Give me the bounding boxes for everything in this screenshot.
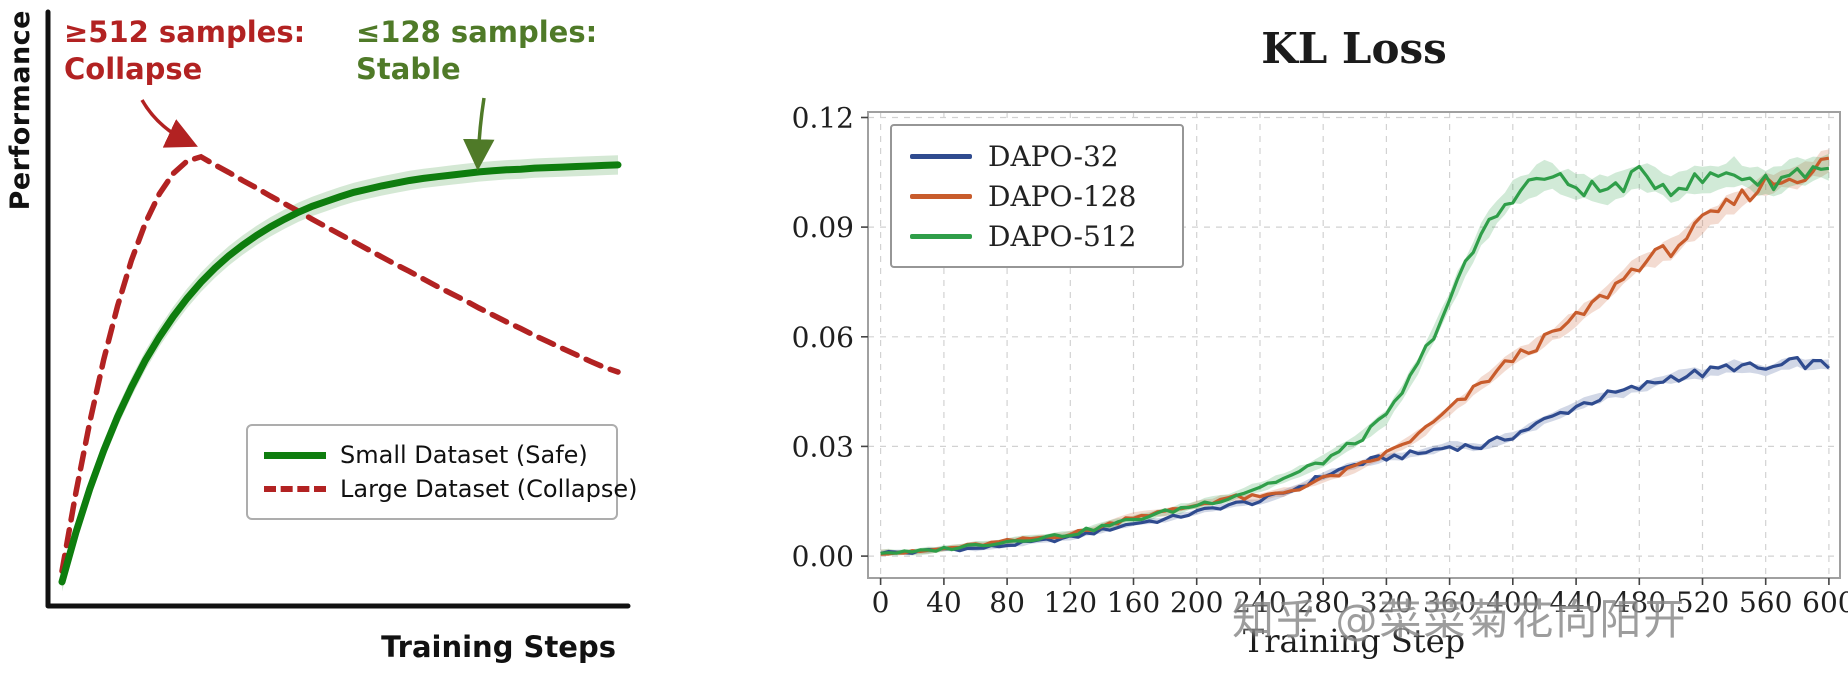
legend-line-sample-solid-green-icon: [264, 451, 326, 459]
line-DAPO-32: [880, 356, 1831, 556]
right-chart-svg: 0 40 80 120 160 200 240 280 320 360 400 440 480 520 56…: [792, 102, 1848, 620]
x-tick-label: 200: [1170, 586, 1223, 619]
x-tick-label: 560: [1739, 586, 1792, 619]
left-y-axis-label-text: Performance: [4, 10, 36, 211]
annotation-stable-line1: ≤128 samples:: [356, 15, 598, 49]
left-chart-panel: Performance ≥512 samples: Collapse ≤128 …: [0, 0, 650, 674]
x-tick-label: 40: [926, 586, 962, 619]
large-dataset-line: [59, 153, 621, 574]
legend-row-dapo-128: DAPO-128: [892, 176, 1182, 216]
left-x-axis-label: Training Steps: [381, 630, 616, 664]
small-dataset-line: [58, 161, 622, 586]
x-tick-label: 400: [1486, 586, 1539, 619]
right-chart-title: KL Loss: [1261, 24, 1447, 73]
watermark: 知乎 @菜菜菊花向阳开: [1232, 595, 1688, 644]
x-tick-label: 0: [872, 586, 890, 619]
y-tick-label: 0.12: [792, 102, 854, 135]
y-tick-label: 0.06: [792, 321, 854, 354]
right-legend: DAPO-32 DAPO-128 DAPO-512: [890, 124, 1184, 268]
collapse-arrow-icon: [140, 99, 198, 148]
legend-label-dapo-512: DAPO-512: [988, 219, 1137, 253]
annotation-collapse-line1: ≥512 samples:: [64, 15, 306, 49]
small-dataset-band: [62, 155, 618, 592]
x-tick-label: 480: [1613, 586, 1666, 619]
legend-line-sample-blue-icon: [910, 153, 972, 159]
annotation-collapse-line2: Collapse: [64, 52, 203, 87]
right-x-axis-label: Training Step: [1242, 622, 1466, 660]
left-chart-svg: [45, 9, 631, 609]
x-tick-label: 280: [1296, 586, 1349, 619]
band-DAPO-32: [880, 357, 1829, 555]
legend-row-dapo-32: DAPO-32: [892, 136, 1182, 176]
x-tick-label: 360: [1423, 586, 1476, 619]
left-axes: [45, 9, 631, 609]
x-tick-label: 120: [1044, 586, 1097, 619]
legend-label-small-dataset: Small Dataset (Safe): [340, 441, 588, 469]
legend-line-sample-orange-icon: [910, 193, 972, 199]
legend-row-dapo-512: DAPO-512: [892, 216, 1182, 256]
y-tick-label: 0.00: [792, 540, 854, 573]
annotation-stable: ≤128 samples: Stable: [356, 14, 597, 88]
x-tick-label: 600: [1802, 586, 1848, 619]
legend-row-large-dataset: Large Dataset (Collapse): [248, 472, 637, 506]
left-y-axis-label: Performance: [2, 10, 38, 236]
x-tick-label: 320: [1360, 586, 1413, 619]
line-DAPO-512: [880, 164, 1830, 555]
x-tick-label: 160: [1107, 586, 1160, 619]
legend-line-sample-dashed-red-icon: [264, 486, 326, 492]
annotation-collapse: ≥512 samples: Collapse: [64, 14, 305, 88]
legend-label-dapo-128: DAPO-128: [988, 179, 1137, 213]
plot-border: [867, 111, 1841, 579]
x-tick-label: 440: [1549, 586, 1602, 619]
legend-row-small-dataset: Small Dataset (Safe): [248, 438, 616, 472]
legend-label-large-dataset: Large Dataset (Collapse): [340, 475, 638, 503]
x-tick-label: 240: [1233, 586, 1286, 619]
annotation-stable-line2: Stable: [356, 52, 461, 87]
legend-line-sample-green-icon: [910, 233, 972, 239]
x-tick-label: 80: [989, 586, 1025, 619]
left-legend: Small Dataset (Safe) Large Dataset (Coll…: [246, 424, 637, 520]
y-tick-label: 0.09: [792, 211, 854, 244]
y-tick-label: 0.03: [792, 430, 854, 463]
right-chart-panel: 0 40 80 120 160 200 240 280 320 360 400 440 480 520 56…: [650, 0, 1848, 674]
stable-arrow-icon: [462, 97, 495, 171]
legend-label-dapo-32: DAPO-32: [988, 139, 1119, 173]
x-tick-label: 520: [1676, 586, 1729, 619]
